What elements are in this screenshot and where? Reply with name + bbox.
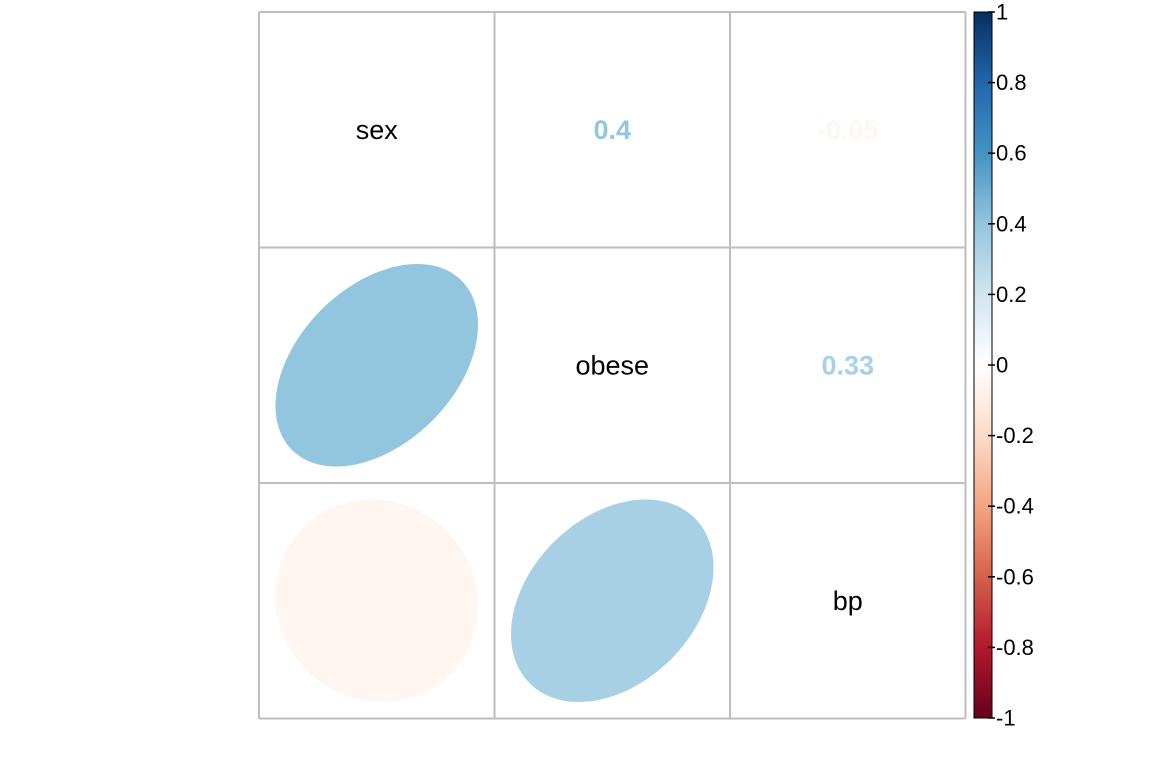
variable-label-obese: obese (575, 350, 649, 380)
coefficient-label-sex-bp: -0.05 (817, 115, 879, 145)
variable-label-sex: sex (356, 115, 399, 145)
ellipse-bp-obese (510, 499, 714, 703)
correlation-matrix: sex obese bp 0.4 -0.05 0.33 (258, 11, 967, 720)
colorbar-tick-label: -0.4 (996, 494, 1034, 519)
coefficient-label-obese-bp: 0.33 (821, 350, 874, 380)
colorbar-tick-label: 0.8 (996, 70, 1027, 95)
colorbar-tick-label: -0.6 (996, 564, 1034, 589)
coefficient-label-sex-obese: 0.4 (593, 115, 631, 145)
ellipse-obese-sex (275, 263, 479, 467)
variable-label-bp: bp (833, 586, 863, 616)
colorbar-tick-label: 0.2 (996, 282, 1027, 307)
colorbar-tick-label: -1 (996, 706, 1016, 731)
colorbar-tick-label: 0.6 (996, 141, 1027, 166)
colorbar-tick-label: -0.8 (996, 635, 1034, 660)
ellipse-bp-sex (275, 499, 478, 702)
colorbar-tick-label: -0.2 (996, 423, 1034, 448)
colorbar-tick-label: 1 (996, 0, 1008, 25)
colorbar-tick-label: 0 (996, 353, 1008, 378)
colorbar-tick-label: 0.4 (996, 211, 1027, 236)
color-legend: 1 0.8 0.6 0.4 0.2 0 -0.2 -0.4 -0.6 -0.8 -1 (973, 0, 1034, 731)
